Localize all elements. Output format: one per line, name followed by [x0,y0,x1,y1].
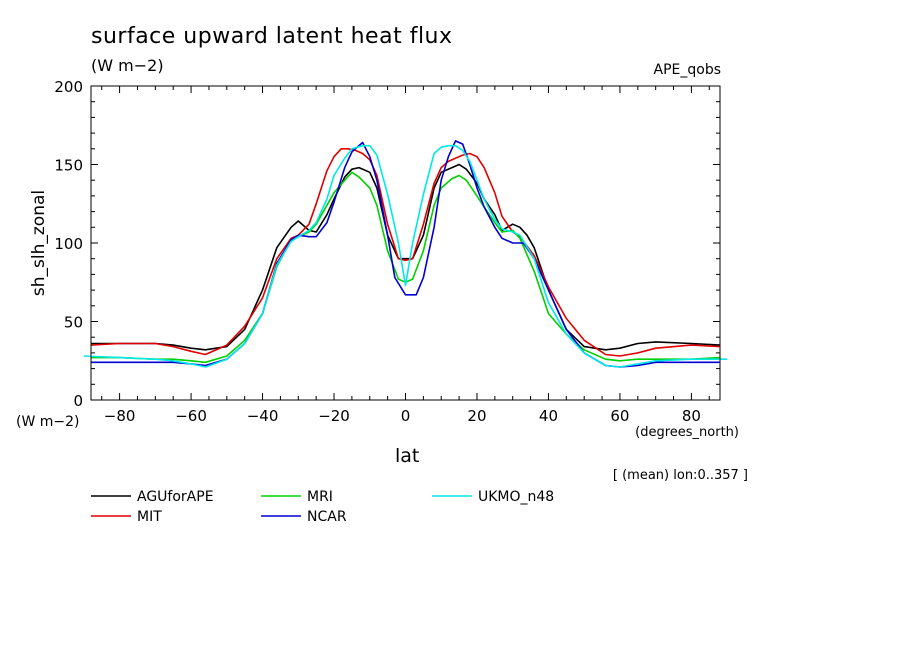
x-tick-label: −20 [318,407,350,425]
chart-units: (W m−2) [91,56,164,75]
x-tick-label: −40 [247,407,279,425]
x-tick-label: 60 [610,407,629,425]
x-axis-label: lat [395,445,420,467]
series-line-ncar [91,140,720,368]
chart-title: surface upward latent heat flux [91,24,453,49]
experiment-label: APE_qobs [653,62,722,78]
y-tick-label: 0 [73,392,83,410]
series-line-ukmo-n48 [83,144,728,368]
x-tick-label: 80 [682,407,701,425]
series-line-aguforape [91,163,721,351]
legend-label-ukmo-n48: UKMO_n48 [478,489,554,505]
legend-label-aguforape: AGUforAPE [137,489,214,505]
legend-label-mri: MRI [307,489,333,505]
x-tick-label: 40 [539,407,558,425]
mean-note: [ (mean) lon:0..357 ] [612,468,748,483]
series-line-mit [90,148,721,357]
legend-label-mit: MIT [137,509,162,525]
x-tick-label: −80 [104,407,136,425]
x-tick-label: −60 [175,407,207,425]
y-axis-label: sh_slh_zonal [29,190,49,296]
x-tick-label: 0 [401,407,411,425]
y-tick-label: 100 [54,235,83,253]
x-tick-label: 20 [467,407,486,425]
series-line-mri [91,171,721,364]
x-units-label: (degrees_north) [635,425,739,440]
y-units-label: (W m−2) [16,414,80,430]
y-tick-label: 200 [54,78,83,96]
series-group [83,140,728,368]
legend-label-ncar: NCAR [307,509,347,525]
plot-frame [90,85,721,401]
y-tick-label: 50 [64,314,83,332]
y-tick-label: 150 [54,157,83,175]
